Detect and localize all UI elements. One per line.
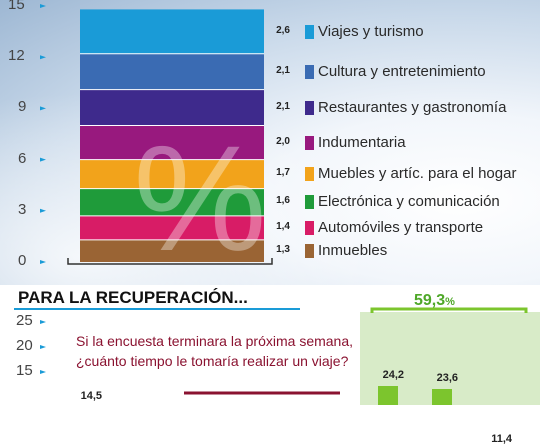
y-tick-label: 15 (8, 0, 25, 13)
legend-swatch (305, 243, 314, 258)
stack-segment-4 (80, 125, 264, 160)
charts-canvas: % (14, 4, 540, 405)
segment-value-label: 2,0 (276, 135, 290, 147)
y-tick-marker (40, 260, 46, 264)
y-tick-label: 25 (16, 312, 33, 329)
y-tick-label: 6 (18, 149, 27, 167)
y-tick-label: 9 (18, 98, 27, 116)
green-bar-value-label: 24,2 (382, 369, 404, 381)
legend-label: Viajes y turismo (318, 22, 424, 40)
stack-segment-8 (80, 239, 264, 262)
legend-label: Restaurantes y gastronomía (318, 98, 507, 116)
survey-question-line1: Si la encuesta terminara la próxima sema… (76, 333, 354, 349)
green-bar-2 (432, 389, 452, 405)
green-bar-value-label: 11,4 (491, 433, 512, 445)
y-tick-label: 20 (16, 337, 33, 354)
segment-value-label: 2,1 (276, 100, 290, 112)
legend-swatch (305, 64, 314, 79)
segment-value-label: 1,4 (276, 220, 290, 232)
percent-watermark: % (133, 114, 266, 282)
segment-value-label: 1,3 (276, 243, 290, 255)
y-tick-marker (40, 320, 46, 324)
y-tick-marker (40, 345, 46, 349)
y-tick-label: 0 (18, 252, 27, 269)
legend-label: Automóviles y transporte (318, 218, 484, 236)
legend-label: Muebles y artíc. para el hogar (318, 165, 517, 183)
legend-swatch (305, 135, 314, 150)
y-tick-marker (40, 208, 46, 213)
stack-segment-2 (80, 53, 264, 90)
legend-label: Cultura y entretenimiento (318, 62, 486, 80)
stack-segment-1 (80, 9, 264, 54)
stack-segment-6 (80, 188, 264, 216)
segment-value-label: 1,6 (276, 195, 290, 207)
y-tick-marker (40, 55, 46, 60)
segment-value-label: 2,1 (276, 64, 290, 76)
y-tick-marker (40, 157, 46, 162)
green-bar-1 (378, 386, 398, 405)
legend-label: Indumentaria (318, 133, 406, 151)
segment-value-label: 2,6 (276, 24, 290, 36)
y-tick-marker (40, 4, 46, 8)
y-tick-label: 3 (18, 200, 27, 218)
legend-swatch (305, 167, 314, 182)
y-tick-marker (40, 370, 46, 374)
legend-swatch (305, 100, 314, 115)
legend-swatch (305, 24, 314, 39)
stack-segment-5 (80, 159, 264, 189)
section-title: PARA LA RECUPERACIÓN... (18, 288, 248, 307)
stack-segment-7 (80, 215, 264, 240)
y-tick-label: 15 (16, 362, 33, 379)
group-percentage-unit: % (445, 296, 455, 308)
y-tick-label: 12 (8, 47, 25, 65)
y-tick-marker (40, 106, 46, 111)
survey-question-line2: ¿cuánto tiempo le tomaría realizar un vi… (76, 353, 349, 369)
stack-segment-3 (80, 89, 264, 126)
survey-question: Si la encuesta terminara la próxima sema… (76, 331, 353, 371)
group-percentage: 59,3% (414, 292, 455, 310)
legend-label: Inmuebles (318, 241, 388, 259)
legend-swatch (305, 195, 314, 210)
legend-label: Electrónica y comunicación (318, 193, 500, 211)
green-bar-value-label: 23,6 (436, 372, 458, 384)
chart-baseline-bracket (67, 258, 273, 265)
blue-bar-value-label: 14,5 (80, 389, 102, 402)
segment-value-label: 1,7 (276, 167, 290, 179)
group-percentage-value: 59,3 (414, 292, 446, 309)
legend-swatch (305, 220, 314, 235)
green-group-bracket (370, 307, 528, 313)
